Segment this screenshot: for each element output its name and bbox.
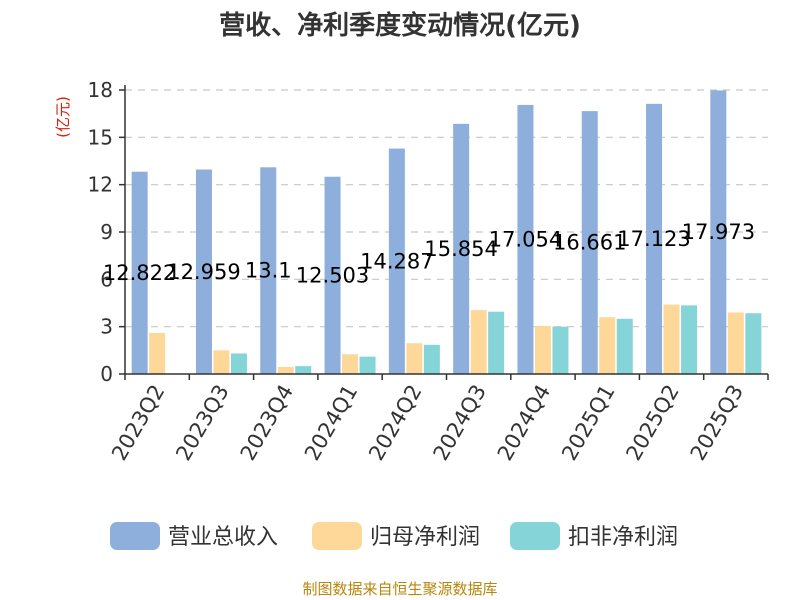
bar-2025Q1-series-1 [599,317,616,374]
bar-2024Q1-series-1 [342,354,359,374]
bars [131,90,762,375]
x-tick-label: 2023Q2 [107,381,169,465]
legend-label: 扣非净利润 [568,525,678,550]
x-tick-label: 2025Q1 [557,381,619,465]
data-label: 14.287 [360,249,433,273]
bar-2023Q4-series-1 [277,366,294,374]
legend-swatch [510,522,560,550]
legend-swatch [312,522,362,550]
bar-2025Q2-series-2 [681,305,698,374]
x-tick-label: 2023Q3 [171,381,233,465]
bar-2025Q2-series-0 [646,103,663,375]
bar-2023Q2-series-1 [149,332,166,374]
bar-2023Q3-series-0 [195,169,212,374]
grid-lines [125,89,768,328]
bar-2023Q3-series-2 [230,353,247,374]
data-label: 12.822 [103,261,176,285]
bar-2024Q2-series-1 [406,343,423,374]
bar-2025Q1-series-2 [616,318,633,374]
bar-2025Q3-series-0 [710,90,727,375]
legend: 营业总收入 归母净利润 扣非净利润 [110,522,678,550]
legend-swatch [110,522,160,550]
x-tick-label: 2024Q3 [429,381,491,465]
x-tick-label: 2024Q4 [493,381,555,465]
bar-2024Q3-series-1 [470,310,487,374]
bar-2024Q4-series-2 [552,326,569,374]
x-tick-label: 2023Q4 [236,381,298,465]
bar-2024Q3-series-0 [453,123,470,375]
bar-2024Q4-series-0 [517,104,534,374]
chart-title: 营收、净利季度变动情况(亿元) [219,10,581,41]
y-tick-label: 18 [88,78,113,102]
y-tick-label: 3 [100,315,113,339]
data-label: 17.973 [682,220,755,244]
x-axis-ticks: 2023Q2 2023Q3 2023Q4 2024Q1 2024Q2 2024Q3 2024… [107,374,769,465]
y-axis-label: (亿元) [54,96,72,138]
y-tick-label: 12 [88,173,113,197]
y-tick-label: 6 [100,267,113,291]
x-tick-label: 2025Q2 [621,381,683,465]
legend-label: 归母净利润 [370,525,480,550]
bar-2024Q3-series-2 [488,311,505,374]
bar-2024Q1-series-2 [359,356,376,374]
bar-2024Q4-series-1 [534,325,551,374]
bar-2025Q2-series-1 [663,304,680,374]
bar-2024Q2-series-0 [388,148,405,374]
bar-2023Q4-series-0 [260,167,277,374]
y-tick-label: 15 [88,125,113,149]
bar-2023Q4-series-2 [295,366,312,374]
data-label: 15.854 [424,237,497,261]
y-axis-ticks: 0 3 6 9 12 15 18 [88,78,125,386]
data-label: 17.054 [489,227,562,251]
bar-2024Q2-series-2 [423,344,440,374]
data-label: 13.1 [245,259,292,283]
bar-2025Q1-series-0 [581,111,598,375]
x-tick-label: 2024Q2 [364,381,426,465]
y-tick-label: 9 [100,220,113,244]
data-label: 16.661 [553,231,626,255]
x-tick-label: 2025Q3 [686,381,748,465]
data-label: 12.503 [296,263,369,287]
bar-2023Q3-series-1 [213,350,230,374]
bar-2023Q2-series-0 [131,171,148,374]
bar-2025Q3-series-2 [745,313,762,374]
legend-label: 营业总收入 [168,525,278,550]
y-tick-label: 0 [100,362,113,386]
bar-2024Q1-series-0 [324,176,341,374]
x-tick-label: 2024Q1 [300,381,362,465]
data-label: 12.959 [167,260,240,284]
data-label: 17.123 [617,227,690,251]
source-note: 制图数据来自恒生聚源数据库 [302,580,497,598]
bar-2025Q3-series-1 [727,312,744,374]
